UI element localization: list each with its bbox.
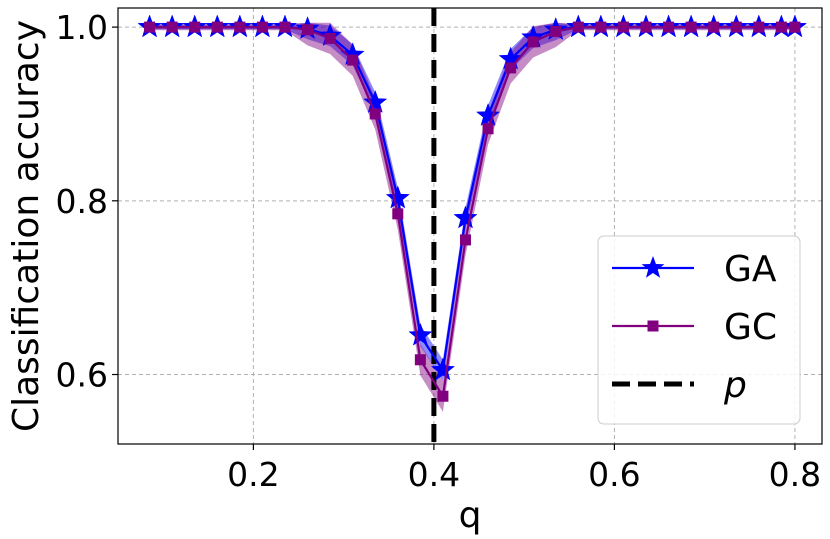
series-lines (137, 14, 808, 402)
legend-label-ga: GA (724, 249, 777, 290)
ga-point (475, 102, 501, 126)
gc-point (775, 21, 787, 33)
gc-point (753, 21, 765, 33)
legend-label-gc: GC (724, 307, 777, 348)
gc-point (279, 21, 291, 33)
plot-frame (117, 7, 823, 445)
gc-point (189, 21, 201, 33)
gc-point (708, 21, 720, 33)
ga-point (430, 357, 456, 381)
x-tick-label: 0.8 (769, 455, 821, 494)
ga-point (453, 205, 478, 229)
gc-point (392, 208, 404, 220)
gc-point (527, 36, 539, 48)
y-tick-label: 0.6 (56, 356, 108, 395)
gc-point (505, 62, 517, 74)
gc-point (459, 234, 471, 246)
gc-point (595, 21, 607, 33)
ga-point (408, 322, 433, 346)
x-tick-label: 0.4 (408, 455, 460, 494)
gc-point (437, 390, 449, 402)
gc-point (730, 21, 742, 33)
gc-point (640, 21, 652, 33)
y-tick-label: 1.0 (56, 8, 108, 47)
gc-point (482, 123, 494, 135)
gc-point (144, 21, 156, 33)
legend-marker-gc (647, 320, 659, 332)
y-axis-label: Classification accuracy (6, 20, 47, 432)
legend: GA GC p (597, 235, 801, 425)
gc-point (550, 25, 562, 37)
legend-item-ga: GA (612, 249, 777, 290)
axis-ticks: 0.2 0.4 0.6 0.8 0.6 0.8 1.0 (56, 8, 822, 494)
x-tick-label: 0.6 (588, 455, 640, 494)
gc-point (234, 21, 246, 33)
gc-point (414, 354, 426, 366)
gc-point (166, 21, 178, 33)
gc-point (369, 108, 381, 120)
gc-point (256, 21, 268, 33)
x-tick-label: 0.2 (227, 455, 279, 494)
gc-point (572, 21, 584, 33)
legend-box (597, 235, 801, 425)
legend-item-p: p (612, 365, 747, 406)
legend-item-gc: GC (612, 307, 777, 348)
gc-point (663, 21, 675, 33)
ga-point (385, 185, 410, 209)
legend-label-p: p (723, 365, 747, 406)
gc-point (789, 21, 801, 33)
gc-point (617, 21, 629, 33)
gc-point (211, 21, 223, 33)
y-tick-label: 0.8 (56, 182, 108, 221)
gc-point (685, 21, 697, 33)
gc-point (302, 24, 314, 36)
legend-marker-ga (641, 256, 665, 278)
gc-point (347, 54, 359, 66)
x-axis-label: q (459, 495, 482, 536)
gc-point (324, 32, 336, 44)
ga-point (363, 89, 388, 113)
